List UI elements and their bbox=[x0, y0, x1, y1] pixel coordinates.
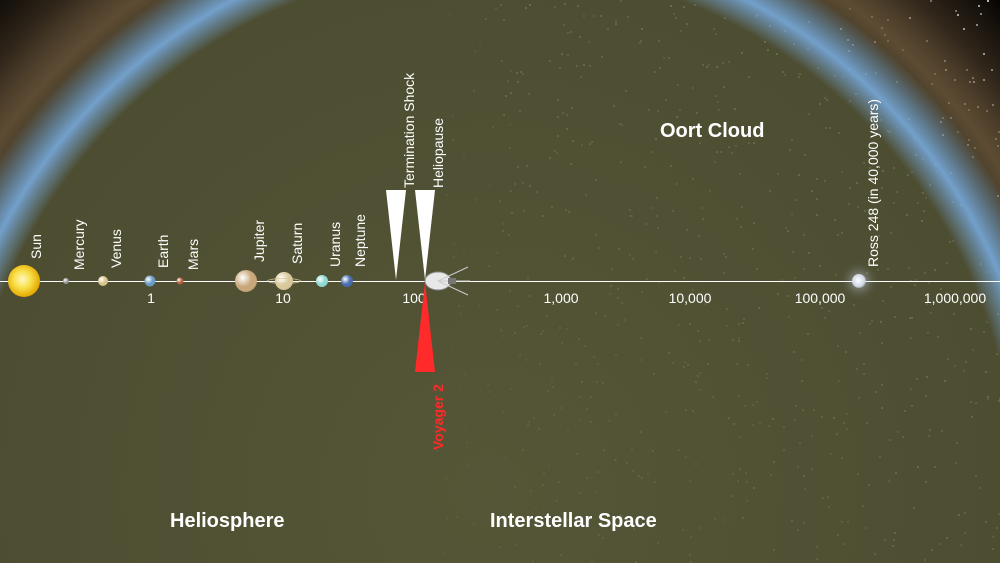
saturn-ring-icon bbox=[267, 278, 301, 284]
uranus-icon bbox=[316, 275, 328, 287]
mercury-label: Mercury bbox=[71, 219, 87, 270]
voyager-spacecraft-icon bbox=[420, 261, 470, 301]
sun-label: Sun bbox=[28, 234, 44, 259]
earth-label: Earth bbox=[155, 234, 171, 267]
neptune-icon bbox=[341, 275, 353, 287]
oort-cloud-label: Oort Cloud bbox=[660, 120, 764, 143]
mars-label: Mars bbox=[185, 238, 201, 269]
venus-icon bbox=[98, 276, 108, 286]
ross248-star-icon bbox=[852, 274, 866, 288]
heliosphere-label: Heliosphere bbox=[170, 510, 284, 533]
voyager2-label: Voyager 2 bbox=[430, 384, 446, 450]
axis-tick-label: 100,000 bbox=[795, 290, 846, 306]
axis-tick-label: 1,000 bbox=[543, 290, 578, 306]
saturn-label: Saturn bbox=[289, 223, 305, 264]
interstellar-space-label: Interstellar Space bbox=[490, 510, 657, 533]
axis-tick-label: 1 bbox=[147, 290, 155, 306]
ross248-label: Ross 248 (in 40,000 years) bbox=[865, 99, 881, 267]
axis-tick-label: 10,000 bbox=[669, 290, 712, 306]
earth-icon bbox=[145, 276, 156, 287]
jupiter-label: Jupiter bbox=[251, 220, 267, 262]
sun-icon bbox=[8, 265, 40, 297]
termination-shock-marker bbox=[386, 190, 406, 280]
axis-tick-label: 1,000,000 bbox=[924, 290, 986, 306]
mercury-icon bbox=[63, 278, 69, 284]
jupiter-icon bbox=[235, 270, 257, 292]
uranus-label: Uranus bbox=[327, 222, 343, 267]
venus-label: Venus bbox=[108, 229, 124, 268]
mars-icon bbox=[177, 278, 184, 285]
axis-tick-label: 10 bbox=[275, 290, 291, 306]
neptune-label: Neptune bbox=[352, 214, 368, 267]
heliopause-label: Heliopause bbox=[430, 118, 446, 188]
termination-shock-label: Termination Shock bbox=[401, 73, 417, 188]
